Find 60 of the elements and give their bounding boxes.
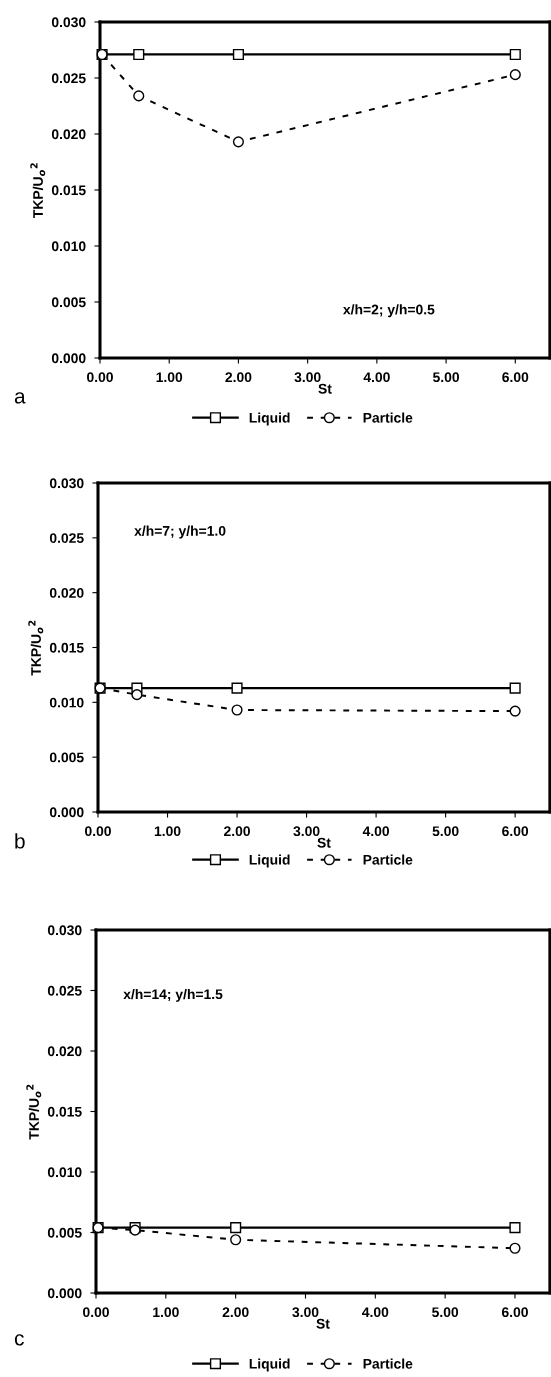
y-tick-label: 0.025 xyxy=(47,985,82,996)
x-tick-label: 0.00 xyxy=(87,372,113,383)
legend-label: Particle xyxy=(363,412,413,423)
x-tick-label: 1.00 xyxy=(154,826,181,837)
annotation: x/h=14; y/h=1.5 xyxy=(123,988,223,1002)
y-axis-title: TKP/U$_{o}$$^{2}$ xyxy=(30,163,46,218)
y-tick-label: 0.015 xyxy=(47,1106,82,1117)
y-tick-label: 0.020 xyxy=(49,588,84,598)
text: b xyxy=(15,833,25,849)
x-tick-label: 2.00 xyxy=(224,826,250,837)
y-axis-title: TKP/U$_{o}$$^{2}$ xyxy=(26,1084,42,1140)
x-tick-label: 6.00 xyxy=(502,372,529,383)
x-tick-label: 1.00 xyxy=(153,1307,179,1318)
y-tick-label: 0.020 xyxy=(47,1046,82,1057)
x-tick-label: 4.00 xyxy=(362,1307,389,1318)
text: c xyxy=(14,1334,24,1346)
x-tick-label: 5.00 xyxy=(432,826,459,837)
x-tick-label: 6.00 xyxy=(502,826,529,837)
legend-label: Particle xyxy=(363,854,413,865)
x-axis-title: St xyxy=(317,837,331,848)
y-tick-label: 0.010 xyxy=(51,241,86,252)
x-tick-label: 0.00 xyxy=(85,826,111,837)
y-tick-label: 0.025 xyxy=(51,73,86,84)
y-tick-label: 0.010 xyxy=(49,697,84,708)
y-tick-label: 0.030 xyxy=(47,925,82,936)
legend-label: Particle xyxy=(363,1358,413,1369)
x-tick-label: 5.00 xyxy=(432,372,460,383)
y-tick-label: 0.020 xyxy=(51,129,86,140)
x-tick-label: 1.00 xyxy=(156,372,183,383)
legend-label: Liquid xyxy=(249,1358,290,1372)
legend-label: Liquid xyxy=(249,854,290,868)
y-tick-label: 0.000 xyxy=(49,807,84,818)
y-tick-label: 0.015 xyxy=(51,185,86,196)
y-tick-label: 0.030 xyxy=(49,478,84,489)
y-tick-label: 0.000 xyxy=(51,353,86,364)
y-tick-label: 0.010 xyxy=(47,1167,82,1178)
y-tick-label: 0.000 xyxy=(47,1288,82,1299)
x-tick-label: 3.00 xyxy=(294,372,321,383)
annotation: x/h=2; y/h=0.5 xyxy=(343,304,435,318)
x-tick-label: 3.00 xyxy=(293,826,320,837)
y-tick-label: 0.015 xyxy=(49,642,84,653)
legend-label: Liquid xyxy=(249,412,290,426)
y-tick-label: 0.030 xyxy=(51,17,86,28)
x-tick-label: 2.00 xyxy=(225,372,252,383)
text: a xyxy=(14,392,26,404)
x-tick-label: 0.00 xyxy=(83,1307,109,1318)
x-tick-label: 4.00 xyxy=(362,826,390,837)
y-tick-label: 0.005 xyxy=(49,752,84,763)
x-tick-label: 2.00 xyxy=(222,1307,249,1318)
y-tick-label: 0.025 xyxy=(49,533,84,543)
x-tick-label: 3.00 xyxy=(292,1307,319,1318)
y-tick-label: 0.005 xyxy=(47,1227,82,1238)
x-tick-label: 6.00 xyxy=(501,1307,528,1318)
x-tick-label: 4.00 xyxy=(363,372,390,383)
x-tick-label: 5.00 xyxy=(432,1307,459,1318)
y-tick-label: 0.005 xyxy=(51,297,86,308)
x-axis-title: St xyxy=(318,383,332,394)
y-axis-title: TKP/U$_{o}$$^{2}$ xyxy=(28,620,44,676)
x-axis-title: St xyxy=(316,1318,330,1329)
annotation: x/h=7; y/h=1.0 xyxy=(134,525,226,539)
